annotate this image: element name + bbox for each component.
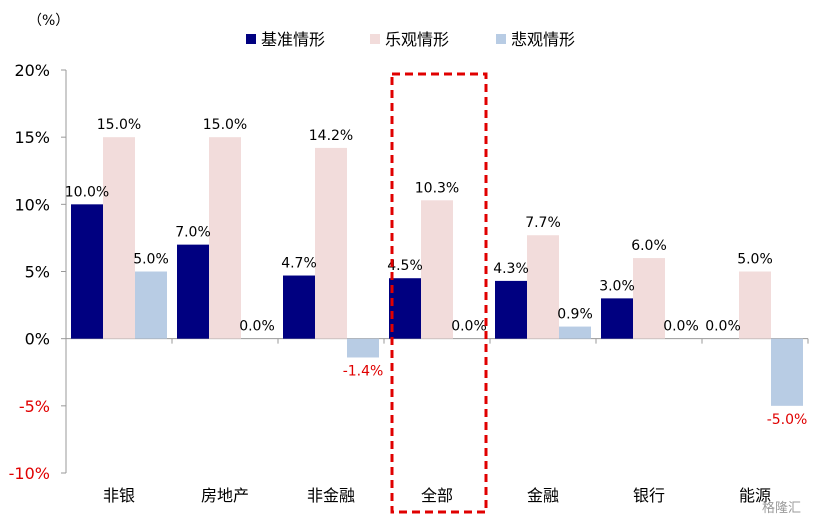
data-label: 10.0% bbox=[65, 184, 109, 200]
data-label: 0.0% bbox=[451, 319, 487, 335]
legend-swatch bbox=[246, 34, 256, 44]
legend-swatch bbox=[496, 34, 506, 44]
bar bbox=[283, 275, 315, 339]
category-label: 非金融 bbox=[307, 486, 355, 505]
bar bbox=[527, 235, 559, 339]
category-label: 非银 bbox=[103, 486, 135, 505]
data-label: 3.0% bbox=[599, 278, 635, 294]
bar bbox=[739, 271, 771, 339]
axes: 20% 15% 10% 5% 0% -5% -10% 非银 房地产 非金融 全部 金融 银行 能源 bbox=[9, 61, 809, 505]
y-tick-label: 10% bbox=[14, 195, 50, 214]
bar bbox=[421, 200, 453, 339]
highlight-box bbox=[390, 72, 488, 514]
y-tick-label: 0% bbox=[25, 330, 50, 349]
bar bbox=[135, 271, 167, 339]
data-label: 10.3% bbox=[415, 180, 459, 196]
bar bbox=[495, 280, 527, 339]
data-label: 4.3% bbox=[493, 261, 529, 277]
data-label: 6.0% bbox=[631, 238, 667, 254]
bar bbox=[771, 338, 803, 406]
data-label: 7.0% bbox=[175, 225, 211, 241]
data-label: 7.7% bbox=[525, 215, 561, 231]
data-label: 14.2% bbox=[309, 128, 353, 144]
bar bbox=[633, 258, 665, 339]
category-label: 金融 bbox=[527, 486, 559, 505]
y-unit-label: （%） bbox=[28, 13, 69, 29]
y-tick-label: -10% bbox=[9, 464, 50, 483]
y-tick-label: 20% bbox=[14, 61, 50, 80]
bar bbox=[103, 137, 135, 339]
bar bbox=[71, 204, 103, 339]
data-label: -1.4% bbox=[343, 363, 384, 379]
bar bbox=[315, 147, 347, 339]
data-label: 15.0% bbox=[203, 117, 247, 133]
legend: 基准情形 乐观情形 悲观情形 bbox=[246, 30, 575, 49]
data-label: 4.5% bbox=[387, 258, 423, 274]
category-label: 全部 bbox=[421, 486, 453, 505]
data-labels: 10.0% 7.0% 4.7% 4.5% 4.3% 3.0% 0.0% 15.0% 15.0% 1… bbox=[65, 117, 808, 428]
bar bbox=[601, 298, 633, 339]
watermark: 格隆汇 bbox=[762, 500, 801, 516]
legend-label: 基准情形 bbox=[261, 30, 325, 49]
data-label: -5.0% bbox=[767, 412, 808, 428]
bar bbox=[389, 278, 421, 339]
bar bbox=[209, 137, 241, 339]
data-label: 0.0% bbox=[663, 319, 699, 335]
legend-swatch bbox=[370, 34, 380, 44]
legend-label: 悲观情形 bbox=[511, 30, 575, 49]
category-label: 能源 bbox=[739, 486, 771, 505]
bars bbox=[71, 137, 803, 406]
data-label: 4.7% bbox=[281, 256, 317, 272]
data-label: 0.0% bbox=[239, 319, 275, 335]
y-tick-label: -5% bbox=[19, 397, 50, 416]
data-label: 5.0% bbox=[133, 252, 169, 268]
data-label: 0.9% bbox=[557, 307, 593, 323]
bar bbox=[177, 244, 209, 339]
category-label: 房地产 bbox=[201, 486, 249, 505]
y-tick-label: 15% bbox=[14, 128, 50, 147]
bar bbox=[347, 338, 379, 358]
legend-label: 乐观情形 bbox=[385, 30, 449, 49]
data-label: 0.0% bbox=[705, 319, 741, 335]
bar bbox=[559, 326, 591, 339]
y-tick-label: 5% bbox=[25, 263, 50, 282]
data-label: 15.0% bbox=[97, 117, 141, 133]
data-label: 5.0% bbox=[737, 252, 773, 268]
category-label: 银行 bbox=[633, 486, 665, 505]
